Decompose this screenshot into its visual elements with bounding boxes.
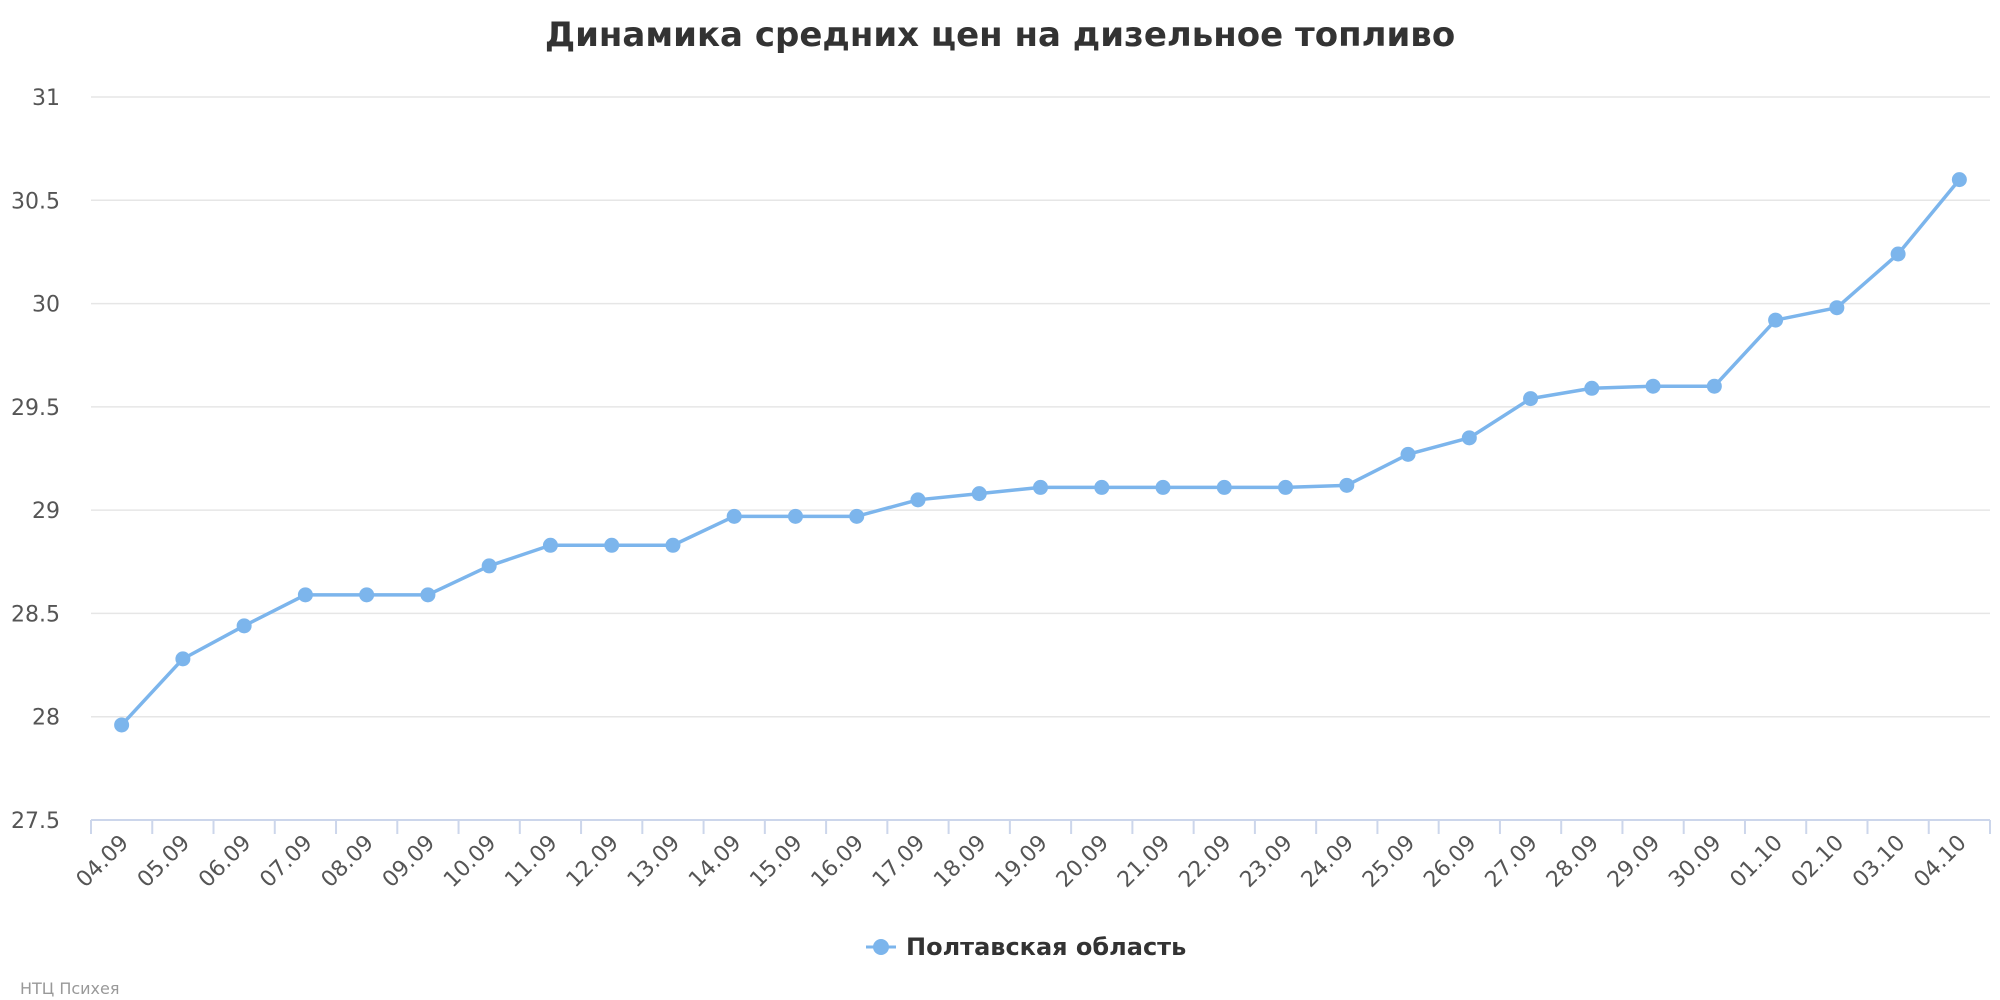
x-tick-label: 25.09 — [1358, 831, 1420, 893]
legend-label: Полтавская область — [906, 933, 1186, 961]
x-tick-label: 12.09 — [562, 831, 624, 893]
x-tick-label: 22.09 — [1174, 831, 1236, 893]
data-point[interactable] — [726, 508, 742, 524]
x-tick-label: 30.09 — [1664, 831, 1726, 893]
x-axis: 04.09 05.09 06.09 07.09 08.09 09.09 10.09 11.09… — [72, 819, 1991, 893]
credits[interactable]: НТЦ Психея — [20, 979, 119, 998]
x-tick-label: 26.09 — [1419, 831, 1481, 893]
data-point[interactable] — [849, 508, 865, 524]
data-point[interactable] — [1951, 172, 1967, 188]
y-tick-label: 30.5 — [11, 189, 60, 214]
data-point[interactable] — [1706, 378, 1722, 394]
x-tick-label: 17.09 — [868, 831, 930, 893]
data-point[interactable] — [114, 717, 130, 733]
series-layer — [114, 172, 1967, 733]
y-tick-label: 28.5 — [11, 602, 60, 627]
data-point[interactable] — [1461, 430, 1477, 446]
data-point[interactable] — [1645, 378, 1661, 394]
x-tick-label: 21.09 — [1113, 831, 1175, 893]
y-tick-label: 30 — [32, 293, 60, 318]
data-point[interactable] — [175, 651, 191, 667]
x-tick-label: 24.09 — [1297, 831, 1359, 893]
data-point[interactable] — [1216, 479, 1232, 495]
y-tick-label: 31 — [32, 86, 60, 111]
legend-point-marker — [873, 939, 889, 955]
x-tick-label: 19.09 — [991, 831, 1053, 893]
x-tick-label: 13.09 — [623, 831, 685, 893]
legend[interactable]: Полтавская область — [866, 933, 1186, 961]
x-tick-label: 14.09 — [684, 831, 746, 893]
x-tick-label: 05.09 — [133, 831, 195, 893]
data-point[interactable] — [787, 508, 803, 524]
x-tick-label: 28.09 — [1542, 831, 1604, 893]
x-tick-label: 23.09 — [1236, 831, 1298, 893]
x-tick-label: 07.09 — [255, 831, 317, 893]
x-tick-label: 15.09 — [745, 831, 807, 893]
x-tick-label: 02.10 — [1787, 831, 1849, 893]
series-line — [119, 177, 1962, 727]
data-point[interactable] — [236, 618, 252, 634]
y-tick-label: 29.5 — [11, 396, 60, 421]
data-point[interactable] — [1829, 300, 1845, 316]
x-tick-label: 10.09 — [439, 831, 501, 893]
x-tick-label: 03.10 — [1848, 831, 1910, 893]
x-tick-label: 09.09 — [378, 831, 440, 893]
data-point[interactable] — [1523, 391, 1539, 407]
x-tick-label: 01.10 — [1726, 831, 1788, 893]
data-point[interactable] — [1033, 479, 1048, 495]
y-tick-label: 29 — [32, 499, 60, 524]
data-point[interactable] — [542, 537, 558, 553]
x-tick-label: 27.09 — [1481, 831, 1543, 893]
data-point[interactable] — [481, 558, 497, 574]
data-point[interactable] — [420, 587, 436, 603]
x-tick-label: 20.09 — [1052, 831, 1114, 893]
x-tick-label: 08.09 — [317, 831, 379, 893]
data-point[interactable] — [971, 486, 987, 502]
data-point[interactable] — [1584, 380, 1600, 396]
chart-title: Динамика средних цен на дизельное топлив… — [545, 15, 1455, 55]
data-point[interactable] — [1400, 446, 1416, 462]
data-point[interactable] — [297, 587, 313, 603]
data-point[interactable] — [665, 537, 681, 553]
data-point[interactable] — [1768, 312, 1784, 328]
y-tick-label: 27.5 — [11, 809, 60, 834]
x-tick-label: 06.09 — [194, 831, 256, 893]
data-point[interactable] — [910, 492, 926, 508]
y-axis: 27.5 28 28.5 29 29.5 30 30.5 31 — [11, 86, 60, 834]
data-point[interactable] — [1339, 477, 1355, 493]
data-point[interactable] — [1094, 479, 1110, 495]
data-point[interactable] — [1155, 479, 1171, 495]
y-tick-label: 28 — [32, 706, 60, 731]
data-point[interactable] — [1890, 246, 1906, 262]
x-tick-label: 16.09 — [807, 831, 869, 893]
x-tick-label: 11.09 — [500, 831, 562, 893]
grid-lines — [91, 96, 1990, 718]
data-point[interactable] — [604, 537, 620, 553]
x-tick-label: 18.09 — [929, 831, 991, 893]
x-tick-label: 29.09 — [1603, 831, 1665, 893]
data-point[interactable] — [1278, 479, 1294, 495]
data-point[interactable] — [359, 587, 375, 603]
x-tick-label: 04.10 — [1909, 831, 1971, 893]
x-tick-label: 04.09 — [72, 831, 134, 893]
